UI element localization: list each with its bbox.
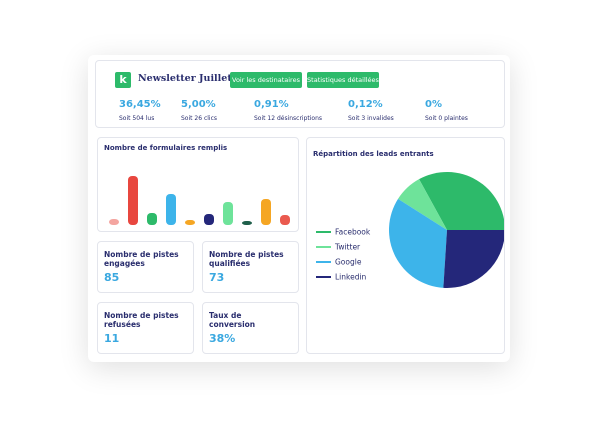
kpi-value: 73 [209, 271, 225, 284]
bar [204, 214, 214, 225]
kpi-value: 38% [209, 332, 236, 345]
stat: 0% Soit 0 plaintes [425, 99, 468, 122]
stat-value: 0,12% [348, 99, 383, 110]
pie-chart: Facebook Twitter Google Linkedin [316, 172, 504, 288]
bar [128, 176, 138, 225]
legend-label: Linkedin [335, 273, 367, 282]
legend-label: Google [335, 258, 362, 267]
kpi-card: Nombre de pistes refusées 11 [97, 302, 194, 354]
kpi-value: 85 [104, 271, 120, 284]
button[interactable]: Statistiques détaillées [307, 72, 379, 88]
kpi-value: 11 [104, 332, 120, 345]
bar [242, 221, 252, 225]
stat-value: 0% [425, 99, 442, 110]
logo: k [115, 72, 131, 88]
newsletter-title: Newsletter Juillet - 2021 [138, 73, 269, 84]
bar [147, 213, 157, 225]
chart-title: Répartition des leads entrants [313, 150, 434, 158]
kpi-card: Nombre de pistes qualifiées 73 [202, 241, 299, 293]
kpi-label: Nombre de pistes refusées [104, 311, 179, 329]
bar [185, 220, 195, 225]
pie-slice [398, 179, 447, 230]
stat-value: 0,91% [254, 99, 289, 110]
stat-label: Soit 3 invalides [348, 115, 394, 122]
kpi-label: Taux de conversion [209, 311, 256, 329]
stat-label: Soit 12 désinscriptions [254, 115, 323, 122]
stat-value: 5,00% [181, 99, 216, 110]
pie-slice [419, 172, 504, 230]
stat-label: Soit 504 lus [119, 115, 155, 122]
stat: 0,12% Soit 3 invalides [348, 99, 394, 122]
chart-title: Nombre de formulaires remplis [104, 144, 228, 152]
dashboard-card: k Newsletter Juillet - 2021 Voir les des… [88, 55, 510, 362]
pie-slice [389, 198, 447, 288]
bar [223, 202, 233, 225]
kpi-label: Nombre de pistes qualifiées [209, 250, 284, 268]
stat-label: Soit 26 clics [181, 115, 218, 122]
legend-label: Twitter [334, 243, 361, 252]
bar [261, 199, 271, 225]
kpi-card: Nombre de pistes engagées 85 [97, 241, 194, 293]
pie-slice [443, 230, 504, 288]
kpi-card: Taux de conversion 38% [202, 302, 299, 354]
stat: 36,45% Soit 504 lus [119, 99, 161, 122]
bar [280, 215, 290, 225]
stat-value: 36,45% [119, 99, 161, 110]
stat-label: Soit 0 plaintes [425, 115, 468, 122]
bar [109, 219, 119, 225]
legend-label: Facebook [335, 228, 371, 237]
bar-chart [109, 176, 290, 225]
bar [166, 194, 176, 225]
stat: 0,91% Soit 12 désinscriptions [254, 99, 322, 122]
button[interactable]: Voir les destinataires [230, 72, 302, 88]
bar-panel: Nombre de formulaires remplis [97, 137, 299, 232]
newsletter-header: k Newsletter Juillet - 2021 Voir les des… [95, 60, 505, 128]
stat: 5,00% Soit 26 clics [181, 99, 217, 122]
kpi-label: Nombre de pistes engagées [104, 250, 179, 268]
pie-panel: Répartition des leads entrants Facebook T… [306, 137, 505, 354]
